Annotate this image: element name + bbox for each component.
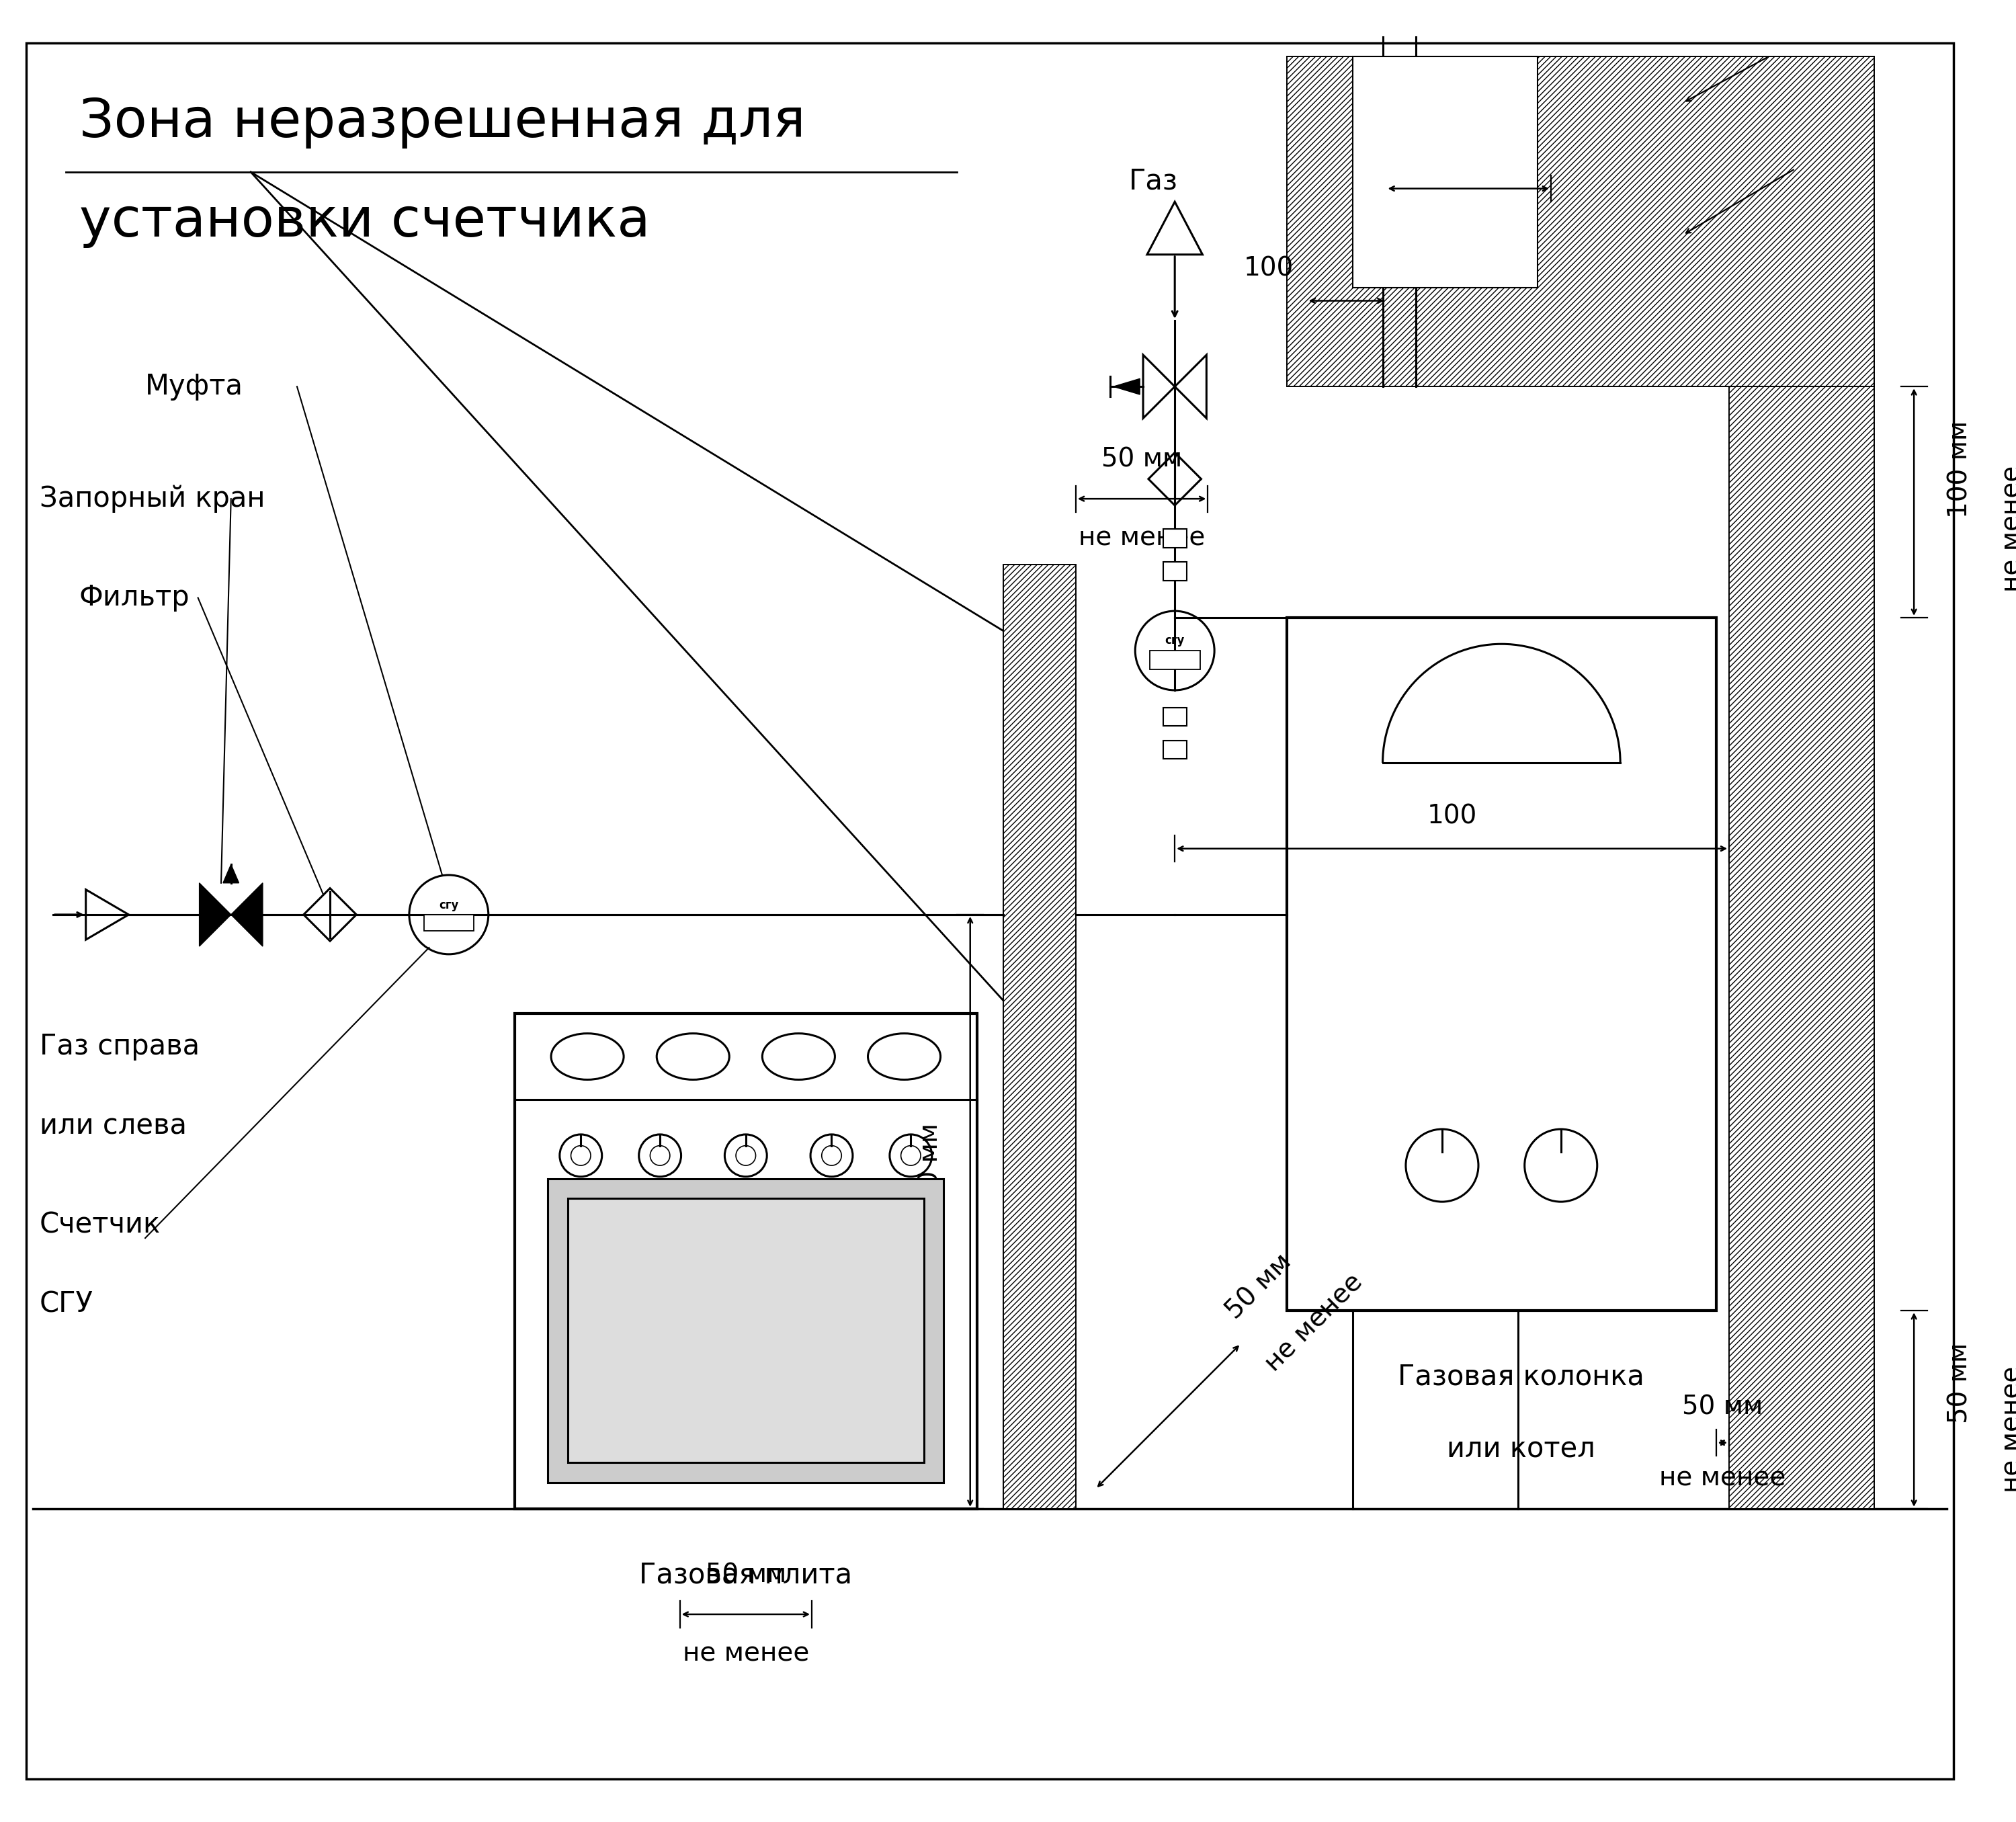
Text: не менее: не менее (1659, 1465, 1786, 1492)
Bar (569, 1199, 923, 1463)
Text: 50 мм: 50 мм (706, 1561, 786, 1589)
Text: 50 мм: 50 мм (1681, 1394, 1762, 1419)
Text: 50 мм: 50 мм (1222, 1248, 1296, 1325)
Text: Запорный кран: Запорный кран (40, 485, 264, 514)
Text: 100: 100 (1244, 255, 1294, 281)
Bar (1163, 563, 1187, 581)
Text: Фильтр: Фильтр (79, 583, 190, 612)
Bar (1286, 618, 1716, 1310)
Bar (1149, 650, 1200, 669)
Text: не менее: не менее (1079, 525, 1206, 550)
Text: не менее: не менее (1405, 215, 1532, 241)
Text: установки счетчика: установки счетчика (79, 195, 649, 248)
Bar (1286, 56, 1875, 386)
Bar (1730, 353, 1875, 1509)
Text: или слева: или слева (40, 1111, 187, 1141)
Bar (548, 1179, 943, 1483)
Text: не менее: не менее (2000, 465, 2016, 592)
Polygon shape (224, 864, 240, 884)
Text: не менее: не менее (2000, 1366, 2016, 1492)
Text: 100: 100 (1427, 804, 1478, 829)
Text: не менее: не менее (1260, 1270, 1369, 1377)
Text: 100 мм: 100 мм (1419, 137, 1518, 162)
Text: Счетчик: Счетчик (40, 1212, 161, 1239)
Bar (1353, 56, 1538, 288)
Text: не менее: не менее (683, 1640, 808, 1667)
Bar (514, 1013, 978, 1509)
Text: 400 мм: 400 мм (917, 1124, 943, 1221)
Text: сгу: сгу (1165, 634, 1185, 647)
Bar (1163, 707, 1187, 725)
Text: Газовая плита: Газовая плита (639, 1561, 853, 1589)
Bar (1163, 740, 1187, 758)
Text: или котел: или котел (1447, 1436, 1595, 1463)
Text: 50 мм: 50 мм (1101, 446, 1181, 472)
Text: сгу: сгу (439, 900, 460, 911)
Polygon shape (1113, 379, 1139, 395)
Text: Муфта: Муфта (145, 372, 244, 401)
Polygon shape (232, 884, 262, 946)
Text: Газ справа: Газ справа (40, 1033, 200, 1060)
Text: не менее: не менее (917, 1181, 943, 1308)
Text: СГУ: СГУ (40, 1290, 93, 1317)
Bar (1004, 565, 1077, 1509)
Bar (423, 915, 474, 931)
Text: Газовая колонка: Газовая колонка (1397, 1363, 1645, 1390)
Bar (1163, 528, 1187, 548)
Text: Газ: Газ (1129, 168, 1177, 195)
Text: 50 мм: 50 мм (1947, 1343, 1972, 1423)
Text: Зона неразрешенная для: Зона неразрешенная для (79, 97, 806, 149)
Polygon shape (200, 884, 232, 946)
Text: 100 мм: 100 мм (1947, 421, 1972, 517)
